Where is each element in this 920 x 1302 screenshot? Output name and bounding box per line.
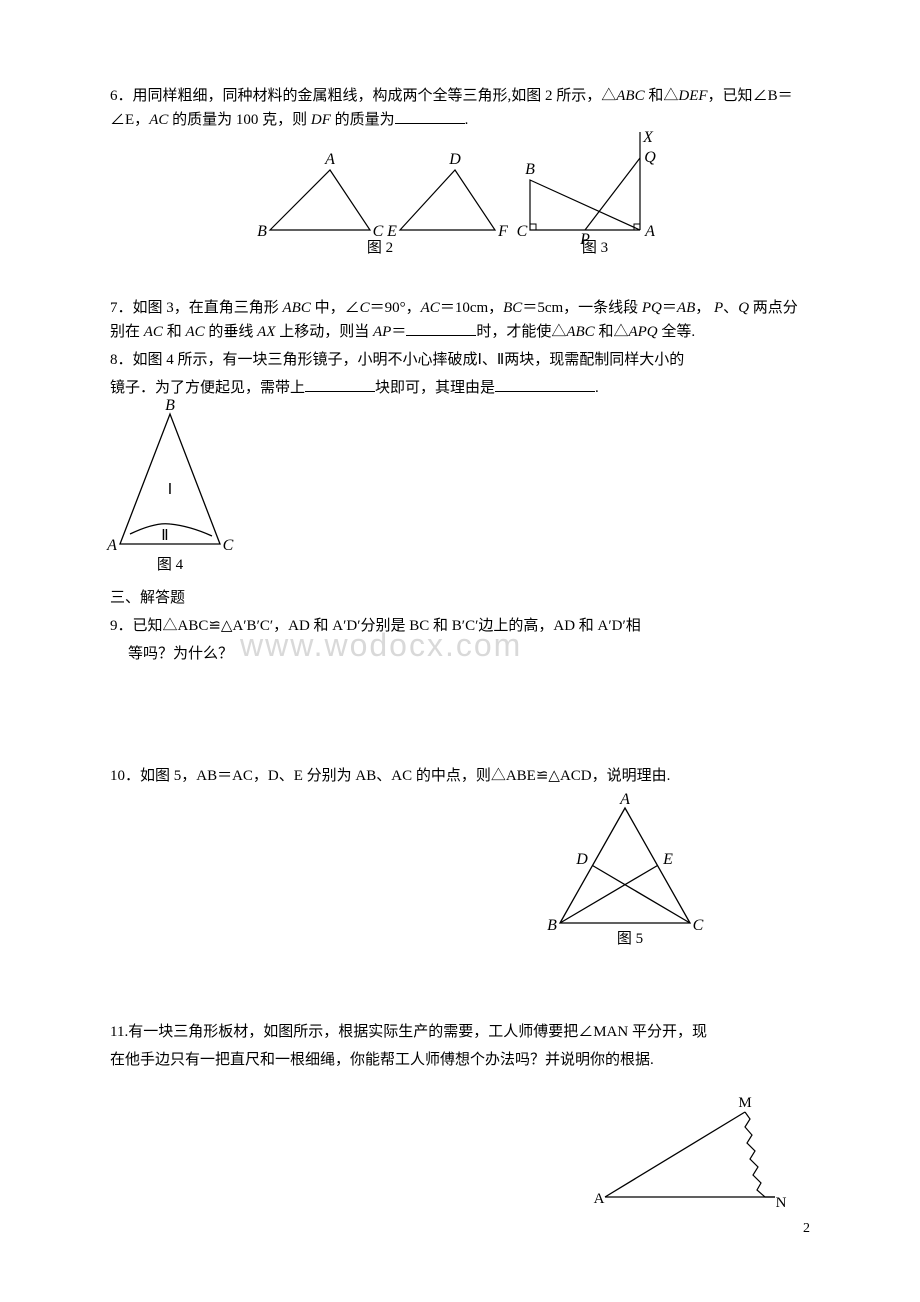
question-11-line2: 在他手边只有一把直尺和一根细绳，你能帮工人师傅想个办法吗？并说明你的根据. <box>110 1048 810 1072</box>
q7-apq: APQ <box>628 324 657 340</box>
figure-4: B A C Ⅰ Ⅱ 图 4 <box>110 404 810 582</box>
f3-label-C: C <box>517 223 528 240</box>
label-F: F <box>497 223 508 240</box>
q8-2c: . <box>595 380 599 396</box>
q7-blank <box>406 320 476 336</box>
q7-1d: ＝10cm， <box>440 300 503 316</box>
q7-ax: AX <box>257 324 275 340</box>
f4-I: Ⅰ <box>168 482 172 498</box>
fig2-label: 图 2 <box>367 239 393 256</box>
f5-B: B <box>547 917 557 934</box>
label-E: E <box>386 223 397 240</box>
q7-1c: ＝90°， <box>370 300 421 316</box>
q8-2b: 块即可，其理由是 <box>375 380 495 396</box>
f3-label-B: B <box>525 161 535 178</box>
label-D: D <box>448 151 461 168</box>
q8-2a: 镜子．为了方便起见，需带上 <box>110 380 305 396</box>
q6-ac: AC <box>149 112 168 128</box>
fig3-label: 图 3 <box>582 239 608 256</box>
label-A: A <box>324 151 335 168</box>
q7-1g: ， <box>695 300 714 316</box>
f5-A: A <box>619 791 630 808</box>
figure-2-3-svg: A B C D E F 图 2 C A B <box>250 140 670 280</box>
figure-5: A B C D E 图 5 <box>450 798 810 956</box>
question-8-line2: 镜子．为了方便起见，需带上 块即可，其理由是. <box>110 376 810 400</box>
question-9-line2: 等吗？为什么？ <box>110 642 810 666</box>
f4-C: C <box>223 537 234 554</box>
q8-blank2 <box>495 376 595 392</box>
q7-ap: AP <box>373 324 391 340</box>
question-8-line1: 8．如图 4 所示，有一块三角形镜子，小明不小心摔破成Ⅰ、Ⅱ两块，现需配制同样大… <box>110 348 810 372</box>
spacer-2 <box>110 966 810 1016</box>
f4-II: Ⅱ <box>161 528 168 544</box>
f5-C: C <box>693 917 704 934</box>
q7-bc: BC <box>503 300 522 316</box>
q6-text-c: ， <box>134 112 149 128</box>
q6-def: DEF <box>678 88 707 104</box>
q7-2d: 的垂线 <box>205 324 258 340</box>
q7-pq: PQ <box>642 300 662 316</box>
question-9-line1: 9．已知△ABC≌△A′B′C′，AD 和 A′D′分别是 BC 和 B′C′边… <box>110 614 810 638</box>
q6-text-d: 的质量为 100 克，则 <box>168 112 311 128</box>
q7-2i: 全等. <box>658 324 696 340</box>
figure-row-2-3: A B C D E F 图 2 C A B <box>110 140 810 288</box>
q6-df: DF <box>311 112 331 128</box>
q7-1b: 中，∠ <box>311 300 360 316</box>
q7-1f: ＝ <box>662 300 677 316</box>
f11-N: N <box>776 1195 787 1211</box>
q7-2c: 和 <box>163 324 186 340</box>
q7-2h: 和△ <box>595 324 629 340</box>
q7-abc: ABC <box>283 300 311 316</box>
page-number: 2 <box>803 1218 810 1240</box>
q7-2f: ＝ <box>391 324 406 340</box>
q7-1a: 7．如图 3，在直角三角形 <box>110 300 283 316</box>
q7-q: Q <box>738 300 749 316</box>
f11-A: A <box>594 1191 605 1207</box>
question-7: 7．如图 3，在直角三角形 ABC 中，∠C＝90°，AC＝10cm，BC＝5c… <box>110 296 810 344</box>
question-6: 6．用同样粗细，同种材料的金属粗线，构成两个全等三角形,如图 2 所示，△ABC… <box>110 84 810 132</box>
question-11-line1: 11.有一块三角形板材，如图所示，根据实际生产的需要，工人师傅要把∠MAN 平分… <box>110 1020 810 1044</box>
fig5-label: 图 5 <box>617 930 643 947</box>
q6-blank <box>395 108 465 124</box>
f5-E: E <box>662 851 673 868</box>
f3-label-Q: Q <box>644 149 656 166</box>
q6-text-a: 6．用同样粗细，同种材料的金属粗线，构成两个全等三角形,如图 2 所示，△ <box>110 88 616 104</box>
q7-ac: AC <box>421 300 440 316</box>
f3-label-X: X <box>642 129 654 146</box>
q8-blank1 <box>305 376 375 392</box>
f3-label-A: A <box>644 223 655 240</box>
fig4-label: 图 4 <box>157 556 184 573</box>
q7-ac3: AC <box>185 324 204 340</box>
q6-period: . <box>465 112 469 128</box>
section-3-heading: 三、解答题 <box>110 586 810 610</box>
q7-abc2: ABC <box>566 324 594 340</box>
figure-11: A N M <box>110 1102 810 1220</box>
question-10: 10．如图 5，AB＝AC，D、E 分别为 AB、AC 的中点，则△ABE≌△A… <box>110 764 810 788</box>
q7-2e: 上移动，则当 <box>275 324 373 340</box>
f4-A: A <box>106 537 117 554</box>
q7-2g: 时，才能使△ <box>476 324 566 340</box>
q6-text-b: ，已知 <box>708 88 753 104</box>
q7-ac2: AC <box>144 324 163 340</box>
q7-1h: 、 <box>723 300 738 316</box>
q6-and: 和△ <box>645 88 679 104</box>
q7-c: C <box>360 300 370 316</box>
q6-text-e: 的质量为 <box>331 112 395 128</box>
spacer-1 <box>110 670 810 760</box>
f11-M: M <box>738 1095 751 1111</box>
q6-abc: ABC <box>616 88 644 104</box>
q7-p: P <box>714 300 723 316</box>
f4-B: B <box>165 397 175 414</box>
label-C: C <box>373 223 384 240</box>
q7-ab: AB <box>677 300 695 316</box>
q7-1e: ＝5cm，一条线段 <box>522 300 642 316</box>
label-B: B <box>257 223 267 240</box>
f5-D: D <box>575 851 588 868</box>
